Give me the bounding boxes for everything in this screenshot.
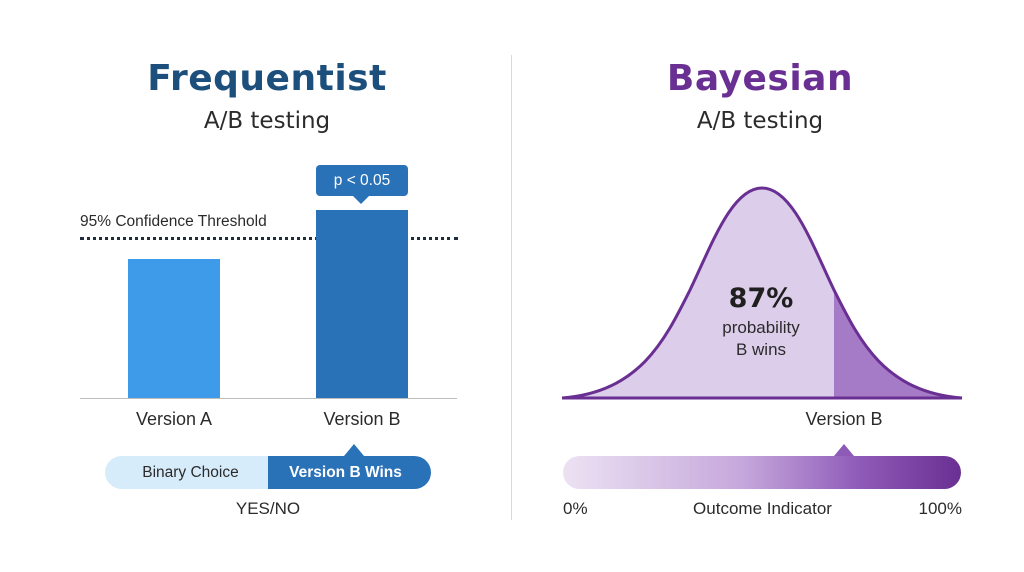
scale-max-label: 100% xyxy=(918,499,962,518)
probability-description: probability B wins xyxy=(686,317,836,361)
x-label-version-b: Version B xyxy=(323,409,401,429)
binary-choice-toggle: Binary Choice Version B Wins xyxy=(105,456,431,489)
outcome-pointer xyxy=(834,444,854,456)
outcome-gradient-bar xyxy=(563,456,961,489)
bayesian-subtitle: A/B testing xyxy=(696,108,824,134)
probability-text-line1: probability xyxy=(722,318,800,337)
bayesian-title: Bayesian xyxy=(666,58,854,99)
toggle-version-b-wins: Version B Wins xyxy=(268,456,431,489)
bar-version-b xyxy=(316,210,408,399)
scale-title-label: Outcome Indicator xyxy=(693,499,832,518)
frequentist-baseline xyxy=(80,398,457,399)
frequentist-title: Frequentist xyxy=(147,58,387,99)
probability-text-line2: B wins xyxy=(735,340,787,359)
p-value-badge: p < 0.05 xyxy=(316,165,408,196)
confidence-threshold-label: 95% Confidence Threshold xyxy=(80,213,267,230)
panel-divider xyxy=(511,55,512,520)
posterior-curve xyxy=(561,186,963,400)
x-label-version-a: Version A xyxy=(135,409,213,429)
toggle-binary-choice: Binary Choice xyxy=(105,456,268,489)
bar-version-a xyxy=(128,259,220,399)
confidence-threshold-line xyxy=(80,237,458,240)
scale-min-label: 0% xyxy=(563,499,588,518)
p-value-badge-pointer xyxy=(353,196,369,204)
version-b-marker-label: Version B xyxy=(805,409,883,429)
toggle-pointer xyxy=(344,444,364,456)
posterior-tail-area xyxy=(834,290,962,398)
yes-no-caption: YES/NO xyxy=(235,499,301,518)
frequentist-subtitle: A/B testing xyxy=(203,108,331,134)
probability-value: 87% xyxy=(728,283,794,314)
